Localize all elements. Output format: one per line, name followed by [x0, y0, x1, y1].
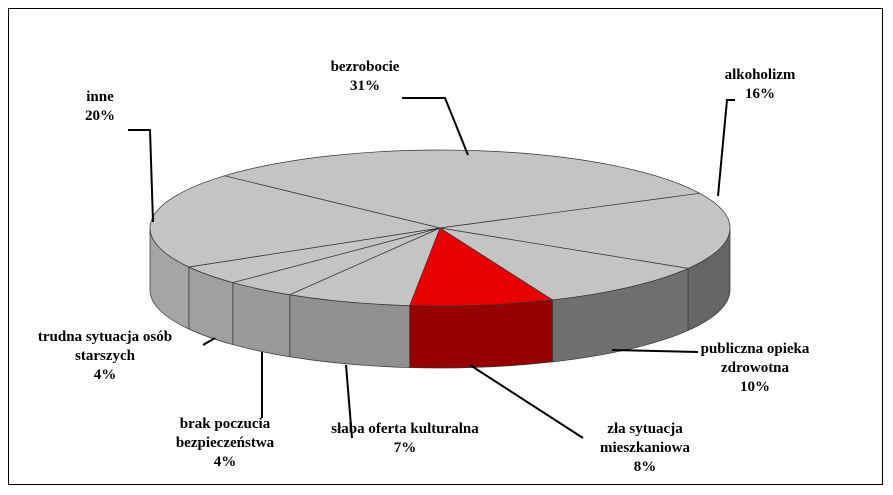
- category-label: brak poczucia bezpieczeństwa: [175, 416, 275, 451]
- leader-line: [128, 129, 154, 223]
- leader-line: [717, 99, 735, 197]
- value-label: 10%: [740, 379, 770, 395]
- leader-line: [345, 364, 353, 439]
- category-label: trudna sytuacja osób starszych: [37, 329, 173, 364]
- slice-label: zła sytuacja mieszkaniowa 8%: [570, 420, 720, 477]
- category-label: bezrobocie: [330, 59, 400, 75]
- value-label: 7%: [393, 440, 417, 456]
- value-label: 8%: [633, 459, 657, 475]
- category-label: zła sytuacja mieszkaniowa: [600, 421, 690, 456]
- slice-side: [289, 294, 411, 368]
- pie-tops: [149, 149, 731, 307]
- category-label: inne: [86, 89, 114, 105]
- chart-frame: [8, 8, 883, 485]
- leader-line: [402, 97, 469, 156]
- value-label: 20%: [85, 108, 115, 124]
- slice: [439, 227, 690, 301]
- slice: [149, 175, 441, 268]
- slice: [223, 149, 701, 229]
- category-label: alkoholizm: [724, 67, 796, 83]
- value-label: 4%: [213, 454, 237, 470]
- leader-line: [202, 337, 216, 346]
- leader-line: [611, 349, 699, 353]
- slice-label: publiczna opieka zdrowotna 10%: [680, 340, 830, 397]
- slice: [409, 227, 554, 307]
- value-label: 4%: [93, 367, 117, 383]
- slice-label: alkoholizm 16%: [685, 66, 835, 104]
- slice: [439, 192, 731, 269]
- slice-label: bezrobocie 31%: [290, 58, 440, 96]
- slice-label: słaba oferta kulturalna 7%: [330, 420, 480, 458]
- value-label: 31%: [350, 78, 380, 94]
- category-label: słaba oferta kulturalna: [331, 421, 479, 437]
- slice-label: inne 20%: [25, 88, 175, 126]
- slice-label: brak poczucia bezpieczeństwa 4%: [150, 415, 300, 472]
- leader-line: [469, 364, 584, 439]
- slice-side: [409, 299, 553, 369]
- slice-label: trudna sytuacja osób starszych 4%: [30, 328, 180, 385]
- slice: [288, 227, 441, 306]
- slice-side: [232, 282, 291, 358]
- value-label: 16%: [745, 86, 775, 102]
- pie-walls: [149, 227, 731, 369]
- category-label: publiczna opieka zdrowotna: [700, 341, 810, 376]
